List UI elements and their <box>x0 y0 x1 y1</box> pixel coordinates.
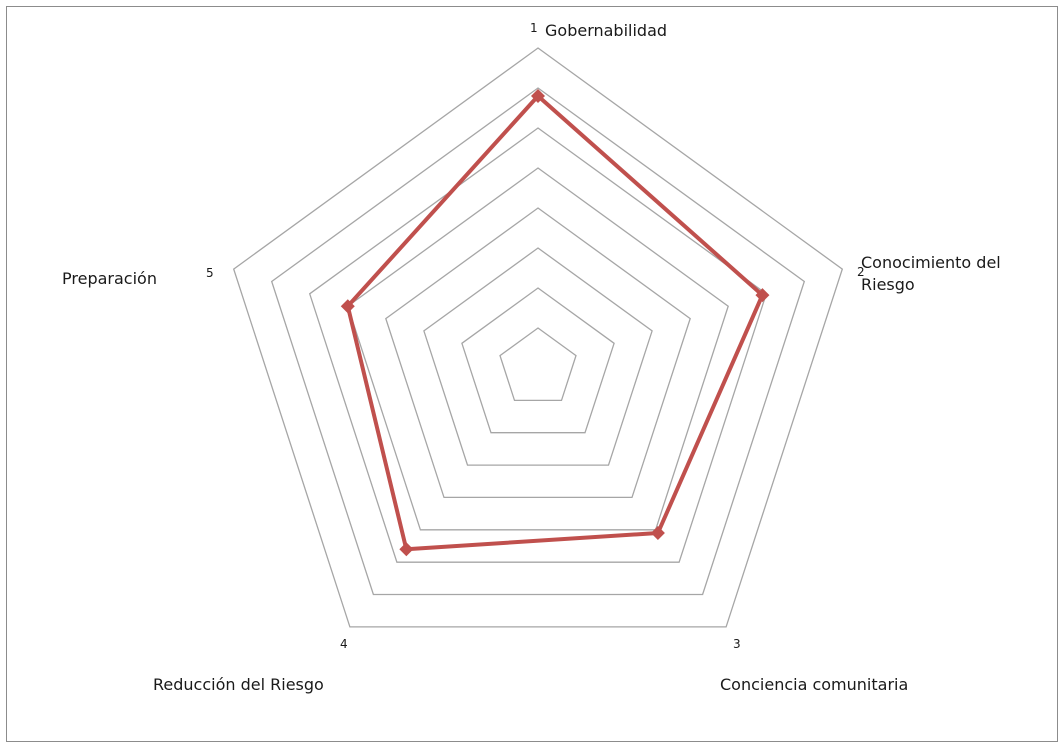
axis-number-2: 2 <box>857 265 865 279</box>
radar-labels: 1 Gobernabilidad 2 Conocimiento del Ries… <box>62 21 1006 694</box>
grid-ring-1 <box>499 327 577 402</box>
axis-number-3: 3 <box>733 637 741 651</box>
radar-series <box>340 89 770 557</box>
radar-grid <box>232 47 844 628</box>
grid-ring-3 <box>423 247 653 466</box>
axis-label-conocimiento-del-riesgo: Conocimiento del Riesgo <box>861 253 1006 294</box>
axis-number-4: 4 <box>340 637 348 651</box>
grid-ring-8 <box>232 47 844 628</box>
axis-number-1: 1 <box>530 21 538 35</box>
grid-ring-4 <box>385 207 691 499</box>
axis-label-reduccion-del-riesgo: Reducción del Riesgo <box>153 675 324 694</box>
grid-ring-5 <box>347 167 729 531</box>
data-point-3 <box>650 526 665 541</box>
data-point-2 <box>755 288 770 303</box>
data-point-1 <box>531 89 545 103</box>
axis-number-5: 5 <box>206 266 214 280</box>
axis-label-preparacion: Preparación <box>62 269 157 288</box>
series-line-1 <box>345 94 765 552</box>
axis-label-conciencia-comunitaria: Conciencia comunitaria <box>720 675 908 694</box>
data-point-5 <box>340 299 355 314</box>
data-point-4 <box>399 542 414 557</box>
grid-ring-7 <box>270 87 806 596</box>
chart-frame <box>6 6 1058 742</box>
axis-label-gobernabilidad: Gobernabilidad <box>545 21 667 40</box>
grid-ring-2 <box>461 287 615 434</box>
